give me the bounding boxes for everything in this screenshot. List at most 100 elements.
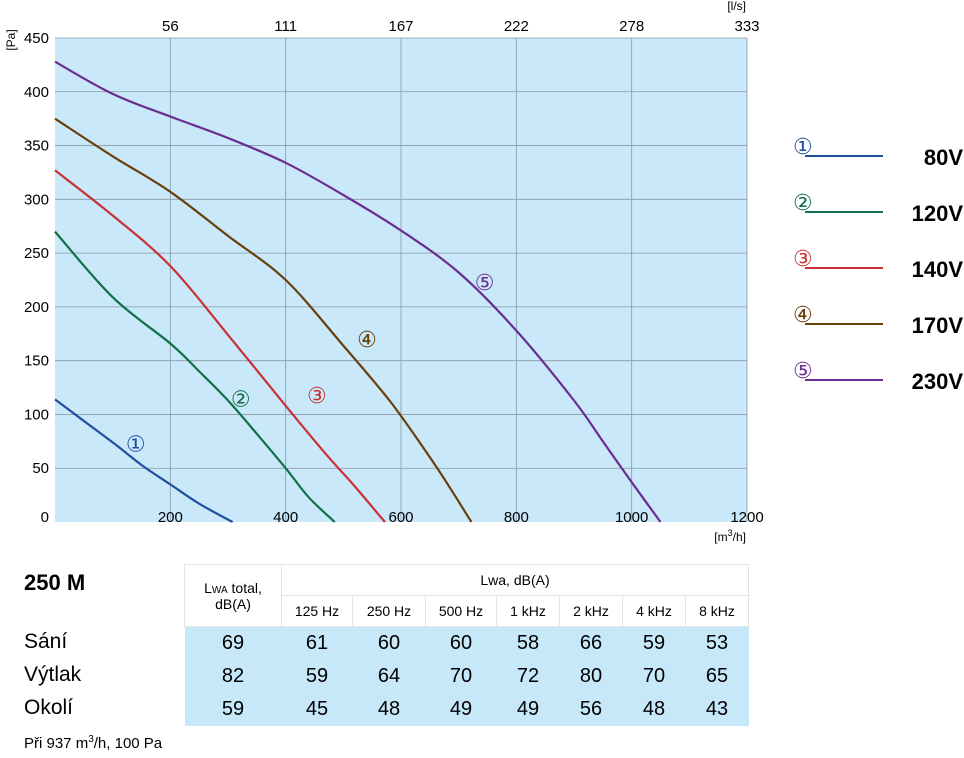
legend-number: ⑤ (793, 359, 813, 384)
axis-ticks: 200 400 600 800 1000 1200 56 111 167 222 278 333 0 50… (24, 18, 764, 526)
table-cell: 61 (281, 626, 353, 660)
row-label: Okolí (24, 696, 74, 719)
lwa-table: LWA total, dB(A) Lwa, dB(A) 125 Hz 250 Hz… (184, 564, 749, 726)
legend-label: 140V (911, 257, 963, 282)
band-header-cell: 2 kHz (559, 595, 623, 627)
curves: ① ② ③ ④ ⑤ (54, 60, 662, 523)
y-tick-label: 100 (24, 406, 49, 423)
model-name: 250 M (24, 570, 86, 595)
legend-item-2: ② 120V (793, 193, 963, 233)
band-header-cell: 8 kHz (685, 595, 749, 627)
table-cell: 66 (559, 626, 623, 660)
table-cell: 60 (352, 626, 426, 660)
band-header-cell: 500 Hz (425, 595, 497, 627)
table-cell: 56 (559, 693, 623, 726)
table-row: 69 61 60 60 58 66 59 53 (184, 626, 749, 660)
x2-tick-label: 222 (504, 18, 529, 35)
legend-item-5: ⑤ 230V (793, 361, 963, 401)
band-header-cell: 1 kHz (496, 595, 560, 627)
legend-line (805, 267, 883, 269)
y-tick-label: 450 (24, 30, 49, 47)
table-cell: 82 (184, 660, 282, 693)
legend-number: ① (793, 135, 813, 160)
fan-curve-chart: 200 400 600 800 1000 1200 56 111 167 222 278 333 0 50… (4, 0, 764, 544)
y-tick-label: 50 (32, 460, 49, 477)
legend-line (805, 155, 883, 157)
legend-line (805, 379, 883, 381)
curve-1 (54, 398, 234, 523)
curve-1-marker: ① (126, 432, 146, 457)
x-tick-label: 600 (388, 509, 413, 526)
table-cell: 45 (281, 693, 353, 726)
x-tick-label: 200 (158, 509, 183, 526)
table-cell: 80 (559, 660, 623, 693)
legend-number: ③ (793, 247, 813, 272)
y-tick-label: 250 (24, 245, 49, 262)
curve-4 (54, 117, 473, 523)
x2-tick-label: 167 (388, 18, 413, 35)
table-cell: 48 (622, 693, 686, 726)
table-cell: 58 (496, 626, 560, 660)
table-cell: 48 (352, 693, 426, 726)
legend-item-4: ④ 170V (793, 305, 963, 345)
x2-tick-label: 111 (274, 18, 297, 35)
y-tick-label: 400 (24, 84, 49, 101)
curve-2-marker: ② (231, 387, 251, 412)
legend-item-1: ① 80V (793, 137, 963, 177)
x-tick-label: 800 (504, 509, 529, 526)
legend-number: ④ (793, 303, 813, 328)
y-tick-label: 300 (24, 191, 49, 208)
curve-2 (54, 230, 336, 523)
band-row: 125 Hz 250 Hz 500 Hz 1 kHz 2 kHz 4 kHz 8 kHz (185, 595, 749, 627)
band-header: Lwa, dB(A) (281, 564, 749, 596)
table-cell: 60 (425, 626, 497, 660)
legend-item-3: ③ 140V (793, 249, 963, 289)
band-header-cell: 250 Hz (352, 595, 426, 627)
row-label: Sání (24, 630, 68, 653)
curve-5-marker: ⑤ (475, 271, 495, 296)
legend-line (805, 323, 883, 325)
curve-4-marker: ④ (357, 328, 377, 353)
y-tick-label: 0 (41, 509, 49, 526)
total-header: LWA total, dB(A) (184, 564, 282, 627)
legend-label: 230V (911, 369, 963, 394)
table-cell: 53 (685, 626, 749, 660)
x2-tick-label: 278 (619, 18, 644, 35)
x-tick-label: 1000 (615, 509, 648, 526)
legend-number: ② (793, 191, 813, 216)
legend-label: 170V (911, 313, 963, 338)
legend-label: 120V (911, 201, 963, 226)
table-row: 59 45 48 49 49 56 48 43 (184, 693, 749, 726)
table-header-row: LWA total, dB(A) Lwa, dB(A) (184, 564, 749, 627)
table-cell: 49 (496, 693, 560, 726)
legend-label: 80V (923, 145, 963, 170)
table-cell: 70 (622, 660, 686, 693)
curve-3-marker: ③ (307, 384, 327, 409)
x2-tick-label: 56 (162, 18, 179, 35)
y-tick-label: 200 (24, 299, 49, 316)
footnote: Při 937 m3/h, 100 Pa (24, 734, 163, 752)
table-cell: 59 (184, 693, 282, 726)
x-axis-label: [m3/h] (714, 528, 746, 544)
table-cell: 43 (685, 693, 749, 726)
x-tick-label: 400 (273, 509, 298, 526)
table-row: 82 59 64 70 72 80 70 65 (184, 660, 749, 693)
table-cell: 70 (425, 660, 497, 693)
y-tick-label: 350 (24, 138, 49, 155)
table-cell: 69 (184, 626, 282, 660)
curve-5 (54, 60, 662, 523)
x-tick-label: 1200 (730, 509, 763, 526)
table-cell: 64 (352, 660, 426, 693)
y-tick-label: 150 (24, 353, 49, 370)
y-axis-label: [Pa] (4, 29, 18, 50)
band-header-cell: 125 Hz (281, 595, 353, 627)
band-header-cell: 4 kHz (622, 595, 686, 627)
row-label: Výtlak (24, 663, 82, 686)
table-cell: 72 (496, 660, 560, 693)
curve-3 (54, 169, 386, 523)
grid (55, 37, 748, 522)
x2-tick-label: 333 (734, 18, 759, 35)
table-cell: 65 (685, 660, 749, 693)
table-cell: 49 (425, 693, 497, 726)
x2-axis-label: [l/s] (727, 0, 746, 13)
